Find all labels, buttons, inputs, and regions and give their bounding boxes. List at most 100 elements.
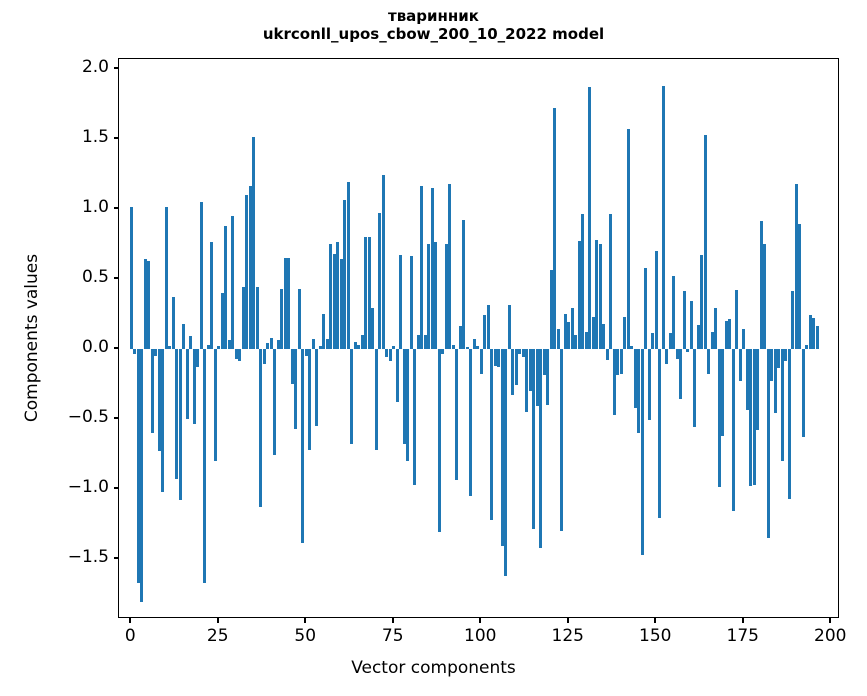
bar — [416, 334, 420, 349]
bar — [245, 194, 249, 349]
bar — [455, 348, 459, 481]
bar — [717, 348, 721, 488]
bar — [724, 320, 728, 349]
bar — [406, 348, 410, 461]
x-axis-label: Vector components — [351, 658, 516, 678]
bar — [357, 344, 361, 349]
bar — [759, 221, 763, 349]
bar — [728, 319, 732, 349]
y-tick-mark — [113, 67, 118, 69]
bar — [399, 255, 403, 349]
y-tick-label: −1.5 — [67, 546, 109, 567]
bar — [483, 315, 487, 349]
bar — [616, 348, 620, 376]
bar — [770, 348, 774, 381]
x-tick-label: 175 — [726, 626, 759, 646]
bar — [371, 308, 375, 349]
bar — [609, 214, 613, 349]
bar — [570, 308, 574, 349]
bar — [175, 348, 179, 479]
bar — [756, 348, 760, 430]
x-tick-label: 25 — [206, 626, 229, 646]
bar — [168, 346, 172, 349]
bar — [535, 348, 539, 407]
bar — [269, 337, 273, 349]
bar — [472, 339, 476, 349]
x-tick-label: 125 — [551, 626, 584, 646]
bar — [385, 348, 389, 358]
bar — [192, 348, 196, 425]
bar — [532, 348, 536, 530]
bar — [710, 332, 714, 349]
bar — [588, 87, 592, 349]
bar — [441, 348, 445, 355]
y-tick-mark — [113, 277, 118, 279]
bar — [353, 341, 357, 349]
bar — [808, 315, 812, 349]
bar — [133, 348, 137, 355]
bar — [542, 348, 546, 376]
bar — [343, 200, 347, 349]
bar — [437, 348, 441, 533]
bar — [577, 241, 581, 349]
x-tick-mark — [566, 618, 569, 623]
y-tick-mark — [113, 207, 118, 209]
bar — [427, 243, 431, 349]
bar — [367, 236, 371, 349]
bar — [409, 256, 413, 349]
bar — [315, 348, 319, 426]
bar — [364, 236, 368, 349]
bar — [374, 348, 378, 450]
x-tick-label: 100 — [464, 626, 497, 646]
bar — [514, 348, 518, 386]
bar — [595, 239, 599, 349]
bar — [801, 348, 805, 437]
bar — [273, 348, 277, 456]
bar — [511, 348, 515, 395]
bar — [525, 348, 529, 412]
x-tick-label: 75 — [381, 626, 404, 646]
bar — [738, 348, 742, 381]
bar — [612, 348, 616, 415]
bar — [220, 292, 224, 349]
bar — [157, 348, 161, 451]
bar — [773, 348, 777, 414]
y-tick-mark — [113, 557, 118, 559]
plot-axes — [118, 58, 839, 618]
bar — [451, 344, 455, 349]
bar — [458, 326, 462, 349]
bar — [325, 339, 329, 349]
bar — [402, 348, 406, 444]
y-tick-mark — [113, 347, 118, 349]
bar — [679, 348, 683, 400]
y-tick-label: 0.5 — [81, 266, 109, 287]
bar — [651, 333, 655, 349]
bar — [602, 323, 606, 349]
bar — [150, 348, 154, 433]
bar — [392, 346, 396, 349]
bar — [486, 305, 490, 349]
bar — [763, 243, 767, 349]
bar — [143, 259, 147, 349]
bar — [637, 348, 641, 433]
bar — [479, 348, 483, 374]
bar — [420, 186, 424, 349]
y-tick-mark — [113, 487, 118, 489]
bar — [682, 291, 686, 349]
bar — [206, 344, 210, 349]
bar — [469, 348, 473, 496]
bar — [791, 291, 795, 349]
bar — [462, 220, 466, 349]
bar — [560, 348, 564, 531]
bar — [731, 348, 735, 512]
bar — [185, 348, 189, 419]
bar — [388, 348, 392, 362]
bar — [322, 313, 326, 349]
bar — [283, 257, 287, 349]
bar — [700, 255, 704, 349]
chart-title-line-2: ukrconll_upos_cbow_200_10_2022 model — [262, 24, 605, 43]
bar — [591, 316, 595, 349]
x-tick-mark — [216, 618, 219, 623]
x-tick-label: 0 — [124, 626, 136, 646]
bar — [381, 175, 385, 349]
